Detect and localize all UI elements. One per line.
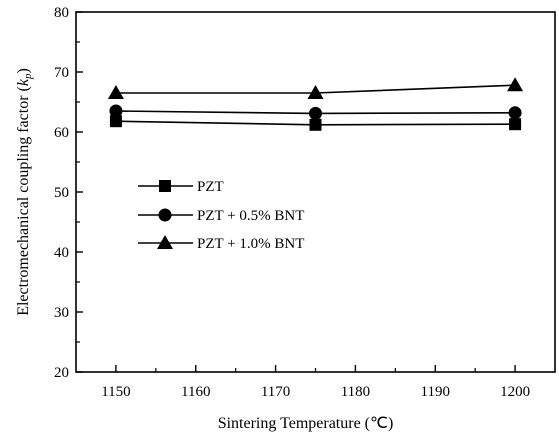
y-tick-label: 60 bbox=[54, 125, 69, 141]
y-axis-title-end: ) bbox=[15, 68, 32, 73]
data-point-square bbox=[509, 118, 522, 131]
y-tick-label: 50 bbox=[54, 185, 69, 201]
x-tick-label: 1200 bbox=[500, 384, 530, 400]
series-1 bbox=[109, 115, 522, 131]
y-tick-label: 30 bbox=[54, 305, 69, 321]
x-axis-title: Sintering Temperature (℃) bbox=[218, 415, 394, 432]
legend-label: PZT + 0.5% BNT bbox=[197, 208, 304, 224]
y-tick-label: 70 bbox=[54, 65, 69, 81]
data-point-triangle bbox=[307, 85, 324, 99]
data-point-circle bbox=[109, 104, 123, 118]
x-tick-label: 1160 bbox=[181, 384, 210, 400]
legend: PZT PZT + 0.5% BNT PZT + 1.0% BNT bbox=[138, 179, 304, 252]
legend-item: PZT bbox=[138, 179, 224, 195]
data-point-circle bbox=[508, 106, 522, 120]
legend-label: PZT bbox=[197, 179, 224, 195]
y-tick-label: 20 bbox=[54, 365, 69, 381]
x-tick-label: 1150 bbox=[101, 384, 130, 400]
data-point-square bbox=[109, 115, 122, 128]
y-tick-label: 80 bbox=[54, 5, 69, 21]
series-2 bbox=[109, 104, 522, 120]
x-tick-label: 1170 bbox=[261, 384, 290, 400]
legend-item: PZT + 0.5% BNT bbox=[138, 208, 304, 224]
y-axis-title-symbol: k bbox=[15, 78, 32, 86]
x-tick-label: 1180 bbox=[341, 384, 370, 400]
data-point-square bbox=[309, 118, 322, 131]
plot-frame bbox=[75, 11, 556, 373]
y-tick-label: 40 bbox=[54, 245, 69, 261]
series-layer bbox=[107, 77, 524, 131]
x-tick-label: 1190 bbox=[421, 384, 450, 400]
y-axis-title: Electromechanical coupling factor (kp) bbox=[15, 68, 34, 316]
legend-marker-triangle bbox=[157, 235, 173, 249]
legend-marker-circle bbox=[158, 208, 172, 222]
legend-label: PZT + 1.0% BNT bbox=[197, 236, 304, 252]
legend-item: PZT + 1.0% BNT bbox=[138, 235, 304, 252]
ticks: 1150 1160 1170 1180 1190 1200 20 30 40 50 60 70 80 bbox=[54, 5, 530, 400]
data-point-triangle bbox=[507, 77, 524, 92]
axes bbox=[75, 11, 556, 373]
data-point-circle bbox=[309, 106, 322, 120]
series-3 bbox=[107, 77, 524, 99]
legend-marker-square bbox=[159, 180, 171, 192]
y-axis-title-subscript: p bbox=[22, 73, 34, 80]
data-point-triangle bbox=[107, 85, 124, 99]
y-axis-title-main: Electromechanical coupling factor ( bbox=[15, 86, 32, 316]
